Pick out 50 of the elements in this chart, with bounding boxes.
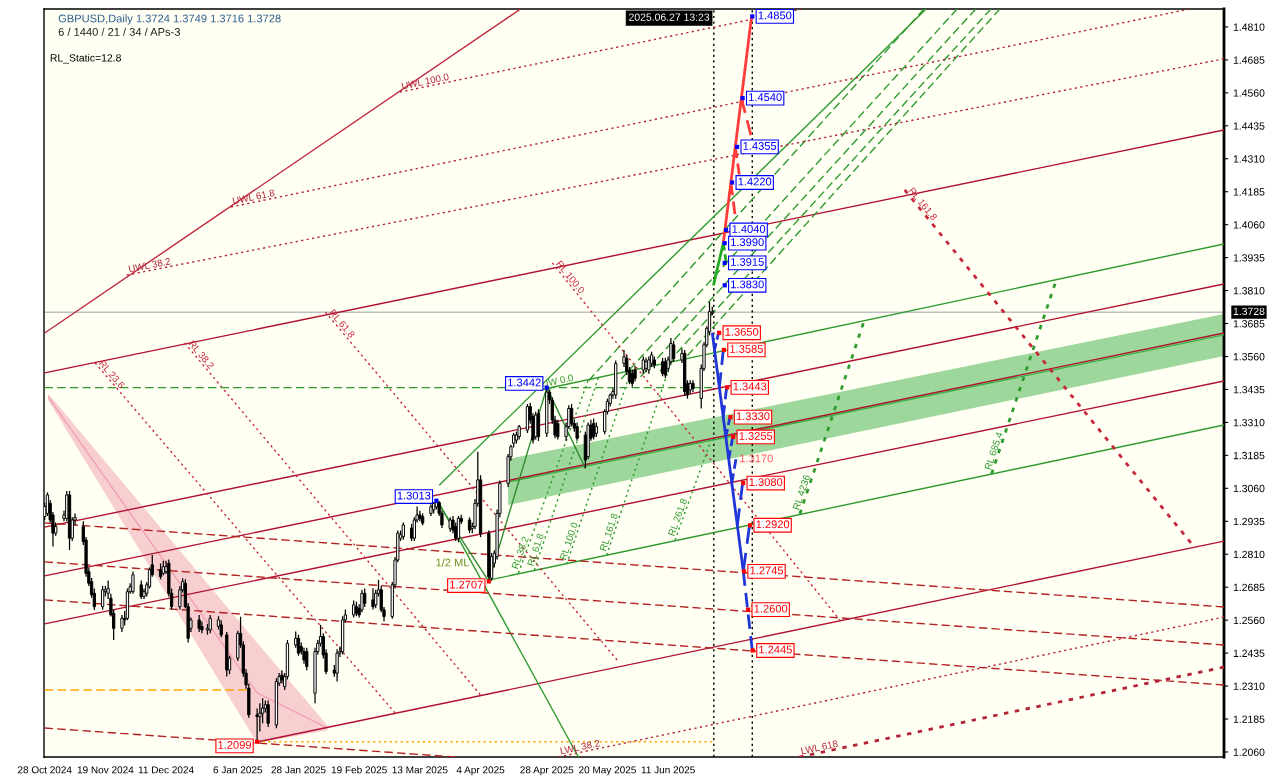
y-tick-label: 1.2935 — [1233, 517, 1265, 526]
text: UWL 38.2 — [128, 257, 171, 273]
x-tick-label: 11 Jun 2025 — [641, 766, 695, 774]
x-tick-label: 28 Oct 2024 — [17, 766, 72, 774]
y-tick-label: 1.4560 — [1233, 89, 1265, 97]
x-tick-label: 4 Apr 2025 — [456, 766, 505, 776]
y-tick-label: 1.2560 — [1233, 616, 1265, 625]
annotation: 1/2 ML — [436, 558, 470, 567]
y-tick-label: 1.3060 — [1233, 484, 1265, 493]
y-tick-label: 1.4435 — [1233, 122, 1265, 130]
x-tick-label: 13 Mar 2025 — [392, 766, 448, 774]
text: LWL 38.2 — [560, 739, 600, 755]
chart-title: GBPUSD,Daily 1.3724 1.3749 1.3716 1.3728 — [58, 14, 281, 25]
x-tick-label: 20 May 2025 — [579, 766, 636, 776]
y-tick-label: 1.2685 — [1233, 583, 1265, 592]
y-tick-label: 1.4810 — [1233, 23, 1265, 31]
y-tick-label: 1.4310 — [1233, 155, 1265, 163]
y-tick-label: 1.3310 — [1233, 418, 1265, 427]
x-tick-label: 28 Jan 2025 — [271, 766, 326, 774]
y-tick-label: 1.3560 — [1233, 353, 1265, 361]
y-tick-label: 1.3435 — [1233, 385, 1265, 394]
y-tick-label: 1.3935 — [1233, 254, 1265, 262]
y-tick-label: 1.3185 — [1233, 451, 1265, 460]
y-tick-label: 1.3810 — [1233, 287, 1265, 295]
y-tick-label: 1.4685 — [1233, 56, 1265, 64]
text: UWL 100.0 — [401, 73, 450, 90]
data-label: 1.2099 — [218, 740, 252, 749]
x-tick-label: 28 Apr 2025 — [520, 766, 574, 776]
y-tick-label: 1.2435 — [1233, 649, 1265, 657]
y-tick-label: 1.3685 — [1233, 320, 1265, 328]
y-tick-label: 1.2185 — [1233, 715, 1265, 723]
text: RL 685.4 — [984, 431, 1003, 470]
x-tick-label: 19 Nov 2024 — [77, 766, 134, 774]
ref-line-label: 1.3728 — [1233, 307, 1265, 315]
y-tick-label: 1.4060 — [1233, 221, 1265, 229]
y-tick-label: 1.2310 — [1233, 682, 1265, 690]
text: LWL 618 — [800, 740, 839, 755]
text: UWL 61.8 — [232, 189, 275, 205]
data-label: 1.2445 — [759, 645, 792, 654]
x-tick-label: 11 Dec 2024 — [138, 766, 194, 774]
text: 6 / 1440 / 21 / 34 / APs-3 — [58, 27, 180, 36]
y-tick-label: 1.2060 — [1233, 748, 1265, 756]
x-tick-label: 6 Jan 2025 — [213, 766, 263, 774]
data-label: 1.3013 — [397, 491, 431, 500]
y-tick-label: 1.4185 — [1233, 188, 1265, 196]
data-label: 1.2600 — [754, 604, 788, 613]
y-tick-label: 1.2810 — [1233, 550, 1265, 559]
data-label: 1.2707 — [450, 580, 483, 589]
annotation: RL_Static=12.8 — [50, 53, 121, 64]
x-tick-label: 19 Feb 2025 — [331, 766, 387, 774]
